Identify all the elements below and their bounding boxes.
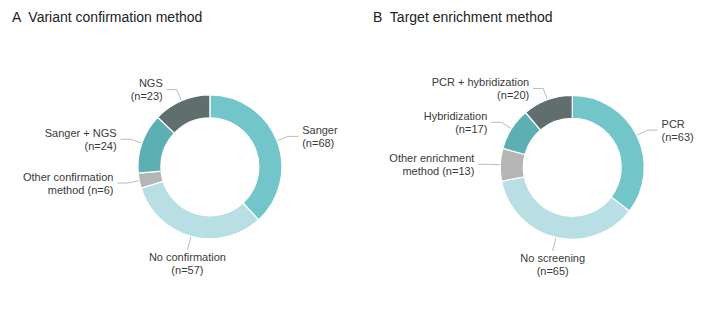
- slice-label-line: (n=68): [302, 137, 334, 149]
- slice-label-line: Sanger + NGS: [45, 127, 117, 139]
- slice-label: Hybridization(n=17): [424, 110, 488, 135]
- slice-label-line: (n=63): [662, 131, 694, 143]
- slice-label-line: method (n=13): [402, 165, 474, 177]
- donut-slice: [526, 95, 573, 130]
- slice-label-line: (n=20): [497, 89, 529, 101]
- chart-root: A Variant confirmation method No confirma…: [0, 0, 722, 325]
- slice-label-line: Hybridization: [424, 110, 488, 122]
- donut-slice: [210, 95, 282, 220]
- wedges: [138, 95, 282, 239]
- slice-label-line: (n=17): [455, 123, 487, 135]
- chart-title: A Variant confirmation method: [12, 9, 202, 25]
- slice-label: Other enrichmentmethod (n=13): [389, 152, 474, 177]
- donut-slice: [572, 95, 644, 211]
- donut-group: No confirmation(n=57)Sanger(n=68)NGS(n=2…: [23, 77, 338, 276]
- wedges: [500, 95, 644, 239]
- labels: No confirmation(n=57)Sanger(n=68)NGS(n=2…: [23, 77, 338, 276]
- slice-label: NGS(n=23): [131, 77, 163, 102]
- donut-group: No screening(n=65) PCR(n=63) PCR + hybridi…: [389, 76, 693, 277]
- chart-svg: A Variant confirmation method No confirma…: [0, 0, 722, 325]
- slice-label-line: (n=24): [84, 140, 116, 152]
- slice-label: Sanger + NGS(n=24): [45, 127, 117, 152]
- slice-label-line: Other confirmation: [23, 171, 113, 183]
- slice-label-line: No confirmation: [149, 251, 226, 263]
- slice-label-line: No screening: [520, 252, 585, 264]
- slice-label-line: method (n=6): [48, 184, 114, 196]
- slice-label-line: Other enrichment: [389, 152, 474, 164]
- chart-title: B Target enrichment method: [373, 9, 553, 25]
- slice-label: PCR(n=63): [662, 118, 694, 143]
- leader-lines: [117, 90, 298, 250]
- slice-label: No confirmation(n=57): [149, 251, 226, 276]
- slice-label: Other confirmationmethod (n=6): [23, 171, 113, 196]
- slice-label-line: Sanger: [302, 124, 338, 136]
- slice-label: Sanger(n=68): [302, 124, 338, 149]
- slice-label-line: (n=57): [171, 264, 203, 276]
- slice-label: PCR + hybridization(n=20): [432, 76, 530, 101]
- slice-label-line: (n=65): [537, 265, 569, 277]
- slice-label-line: NGS: [139, 77, 163, 89]
- slice-label-line: PCR + hybridization: [432, 76, 530, 88]
- slice-label: No screening(n=65): [520, 252, 585, 277]
- labels: No screening(n=65) PCR(n=63) PCR + hybridi…: [389, 76, 693, 277]
- slice-label-line: (n=23): [131, 90, 163, 102]
- slice-label-line: PCR: [662, 118, 685, 130]
- donut-slice: [502, 177, 630, 240]
- leader-lines: [478, 88, 657, 251]
- donut-slice: [141, 181, 258, 239]
- donut-slice: [158, 95, 210, 133]
- donut-slice: [138, 171, 163, 188]
